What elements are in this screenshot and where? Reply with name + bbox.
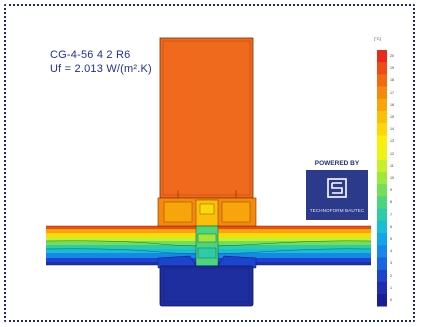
scale-tick-label: 20 — [390, 54, 394, 58]
scale-swatch — [377, 220, 387, 234]
scale-tick-label: 4 — [390, 249, 392, 254]
scale-swatch — [377, 245, 387, 258]
scale-swatch — [377, 50, 387, 63]
scale-swatch — [377, 159, 387, 173]
scale-tick-label: 10 — [390, 176, 394, 180]
scale-swatch — [377, 172, 387, 185]
scale-tick-label: 11 — [390, 163, 394, 168]
scale-swatch — [377, 184, 387, 197]
scale-tick-label: 8 — [390, 200, 392, 205]
scale-swatch — [377, 123, 387, 136]
profile-title: CG-4-56 4 2 R6 — [50, 49, 131, 61]
logo-mark-icon — [327, 178, 347, 198]
legend-unit-label: [°C] — [374, 36, 381, 41]
scale-swatch — [377, 135, 387, 148]
mullion-profile — [159, 37, 254, 200]
scale-tick-label: 0 — [390, 298, 392, 302]
scale-swatch — [377, 86, 387, 100]
scale-swatch — [377, 281, 387, 295]
scale-tick-label: 13 — [390, 139, 394, 144]
powered-by-label: POWERED BY — [314, 160, 360, 167]
scale-tick-label: 12 — [390, 151, 394, 156]
scale-swatch — [377, 74, 387, 87]
scale-tick-label: 17 — [390, 90, 394, 95]
logo-wordmark: TECHNOFORM BAUTEC — [309, 208, 365, 213]
scale-tick-label: 3 — [390, 261, 392, 266]
scale-swatch — [377, 98, 387, 112]
technoform-logo: TECHNOFORM BAUTEC — [306, 170, 368, 220]
uf-value-label: Uf = 2.013 W/(m².K) — [50, 63, 152, 75]
scale-tick-label: 14 — [390, 127, 394, 132]
scale-tick-label: 1 — [390, 285, 392, 290]
scale-tick-label: 18 — [390, 78, 394, 83]
scale-tick-label: 16 — [390, 102, 394, 107]
scale-tick-label: 2 — [390, 273, 392, 278]
scale-swatch — [377, 233, 387, 246]
dotted-frame-border — [4, 4, 415, 322]
scale-swatch — [377, 269, 387, 283]
scale-swatch — [377, 147, 387, 161]
scale-tick-label: 9 — [390, 188, 392, 193]
scale-swatch — [377, 208, 387, 222]
scale-tick-label: 5 — [390, 237, 392, 241]
scale-tick-label: 19 — [390, 66, 394, 71]
scale-swatch — [377, 294, 387, 307]
scale-tick-label: 7 — [390, 212, 392, 217]
cold-cap-profile — [159, 265, 254, 307]
temperature-color-scale — [377, 50, 387, 307]
pressure-plate-connector — [157, 197, 257, 269]
scale-tick-label: 15 — [390, 115, 394, 119]
scale-swatch — [377, 196, 387, 209]
scale-swatch — [377, 62, 387, 75]
scale-swatch — [377, 257, 387, 270]
scale-tick-label: 6 — [390, 224, 392, 229]
scale-swatch — [377, 111, 387, 124]
